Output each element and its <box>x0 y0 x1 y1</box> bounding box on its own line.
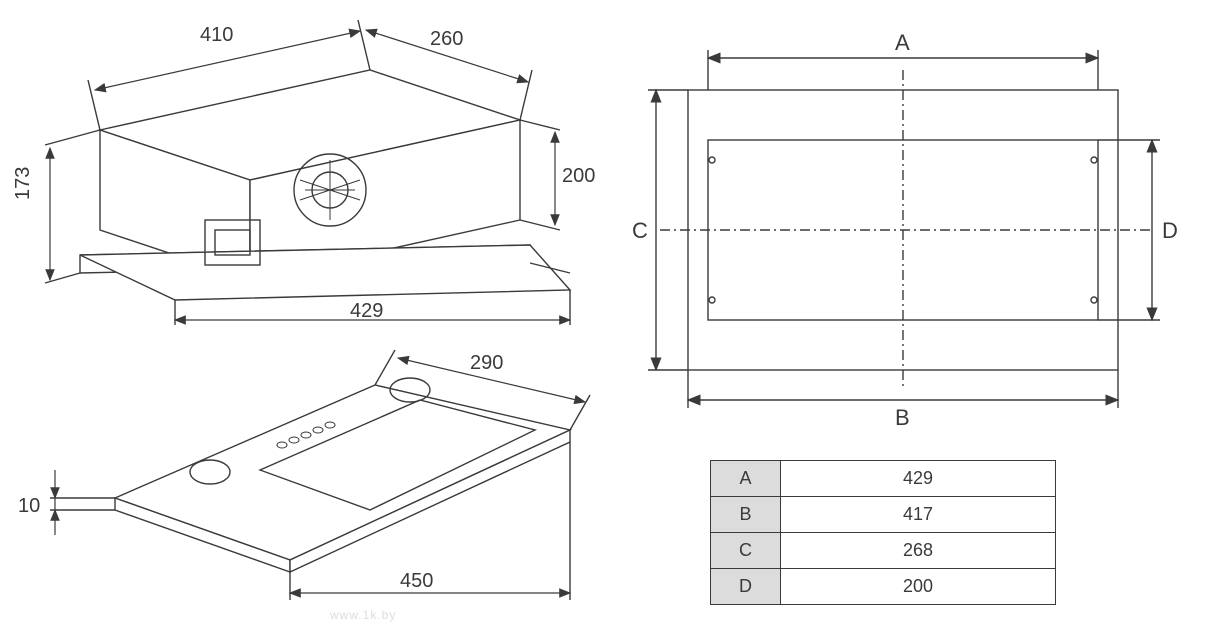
label-d: D <box>1162 218 1178 244</box>
dim-260: 260 <box>430 28 463 51</box>
table-row: D 200 <box>711 569 1056 605</box>
watermark: www.1k.by <box>330 608 396 622</box>
table-val: 200 <box>781 569 1056 605</box>
table-row: C 268 <box>711 533 1056 569</box>
table-key: A <box>711 461 781 497</box>
table-row: B 417 <box>711 497 1056 533</box>
dim-200: 200 <box>562 165 595 188</box>
schematic-plan <box>648 50 1160 408</box>
dim-450: 450 <box>400 570 433 593</box>
dim-429: 429 <box>350 300 383 323</box>
dim-290: 290 <box>470 352 503 375</box>
dimension-table: A 429 B 417 C 268 D 200 <box>710 460 1056 605</box>
table-key: C <box>711 533 781 569</box>
table-row: A 429 <box>711 461 1056 497</box>
diagram-canvas: { "watermark": "www.1k.by", "iso_view": … <box>0 0 1220 637</box>
table-key: B <box>711 497 781 533</box>
dim-410: 410 <box>200 24 233 47</box>
iso-box <box>45 20 570 325</box>
label-a: A <box>895 30 910 56</box>
table-val: 268 <box>781 533 1056 569</box>
label-c: C <box>632 218 648 244</box>
label-b: B <box>895 405 910 431</box>
panel-iso <box>50 350 590 600</box>
table-key: D <box>711 569 781 605</box>
dim-10: 10 <box>18 495 40 518</box>
table-val: 417 <box>781 497 1056 533</box>
table-val: 429 <box>781 461 1056 497</box>
dim-173: 173 <box>12 167 35 200</box>
